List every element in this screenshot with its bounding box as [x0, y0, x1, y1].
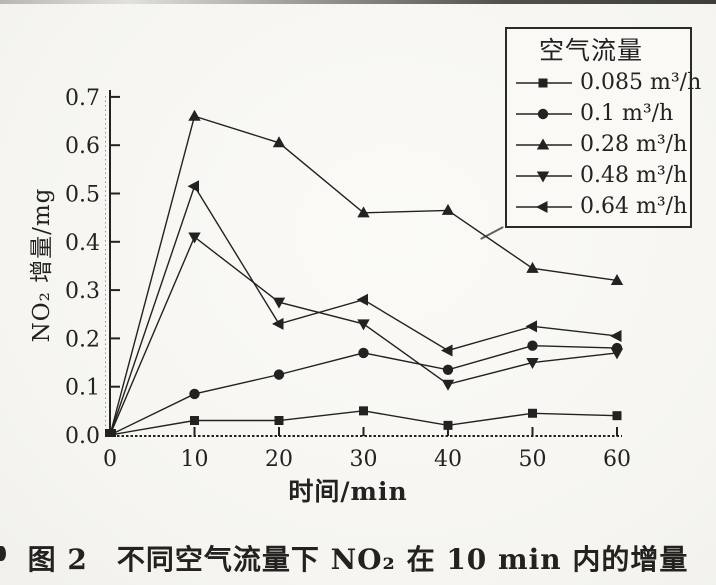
series-0.28: [109, 109, 624, 436]
y-tick-label: 0.4: [65, 231, 100, 256]
legend-item: 0.64 m³/h: [514, 191, 690, 222]
legend-item: 0.1 m³/h: [514, 98, 690, 129]
y-tick-label: 0.6: [65, 134, 100, 159]
y-tick-label: 0.1: [65, 376, 100, 401]
legend-rows: 0.085 m³/h 0.1 m³/h 0.28 m³/h 0.48 m³/h 0.64…: [514, 67, 701, 222]
y-tick-label: 0.3: [65, 279, 100, 304]
y-axis-label: NO₂ 增量/mg: [29, 187, 55, 343]
triangle-left-icon: [516, 200, 572, 213]
legend-item-label: 0.28 m³/h: [580, 132, 688, 157]
series-0.48: [109, 232, 624, 436]
x-tick-labels: 0 10 20 30 40 50 60: [103, 447, 631, 472]
legend-box: 空气流量 0.085 m³/h 0.1 m³/h 0.28 m³/h 0.48 m³/…: [505, 27, 701, 228]
x-axis-label: 时间/min: [288, 477, 408, 506]
x-tick-label: 60: [603, 447, 631, 472]
figure-caption: 图 2 不同空气流量下 NO₂ 在 10 min 内的增量: [27, 543, 689, 576]
triangle-up-icon: [516, 138, 572, 149]
legend-title: 空气流量: [538, 36, 643, 65]
y-tick-label: 0.5: [65, 183, 100, 208]
series-0.1: [109, 340, 623, 436]
square-icon: [516, 78, 572, 87]
y-tick-label: 0.0: [65, 424, 100, 449]
series-0.085: [109, 406, 622, 436]
x-tick-label: 10: [181, 447, 209, 472]
y-tick-label: 0.2: [65, 327, 100, 352]
series-0.64: [109, 180, 622, 436]
x-tick-label: 30: [350, 447, 378, 472]
legend-item-label: 0.1 m³/h: [580, 101, 674, 126]
scan-artifact-top-edge: [0, 0, 716, 4]
plot-svg: 0.0 0.1 0.2 0.3 0.4 0.5 0.6 0.7 0 10 20 30 40 50 60: [65, 86, 631, 472]
triangle-down-icon: [516, 171, 572, 182]
legend-item-label: 0.48 m³/h: [580, 163, 688, 188]
legend-item-label: 0.085 m³/h: [580, 70, 702, 95]
legend-item: 0.28 m³/h: [514, 129, 690, 160]
x-tick-label: 20: [265, 447, 293, 472]
x-tick-label: 40: [434, 447, 462, 472]
legend-item: 0.085 m³/h: [514, 67, 701, 98]
x-tick-label: 50: [519, 447, 547, 472]
circle-icon: [516, 108, 572, 119]
legend-item-label: 0.64 m³/h: [580, 194, 688, 219]
legend-item: 0.48 m³/h: [514, 160, 690, 191]
y-tick-label: 0.7: [65, 86, 100, 111]
scan-artifact-left-edge: [0, 546, 6, 561]
y-tick-labels: 0.0 0.1 0.2 0.3 0.4 0.5 0.6 0.7: [65, 86, 100, 449]
x-tick-label: 0: [103, 447, 117, 472]
